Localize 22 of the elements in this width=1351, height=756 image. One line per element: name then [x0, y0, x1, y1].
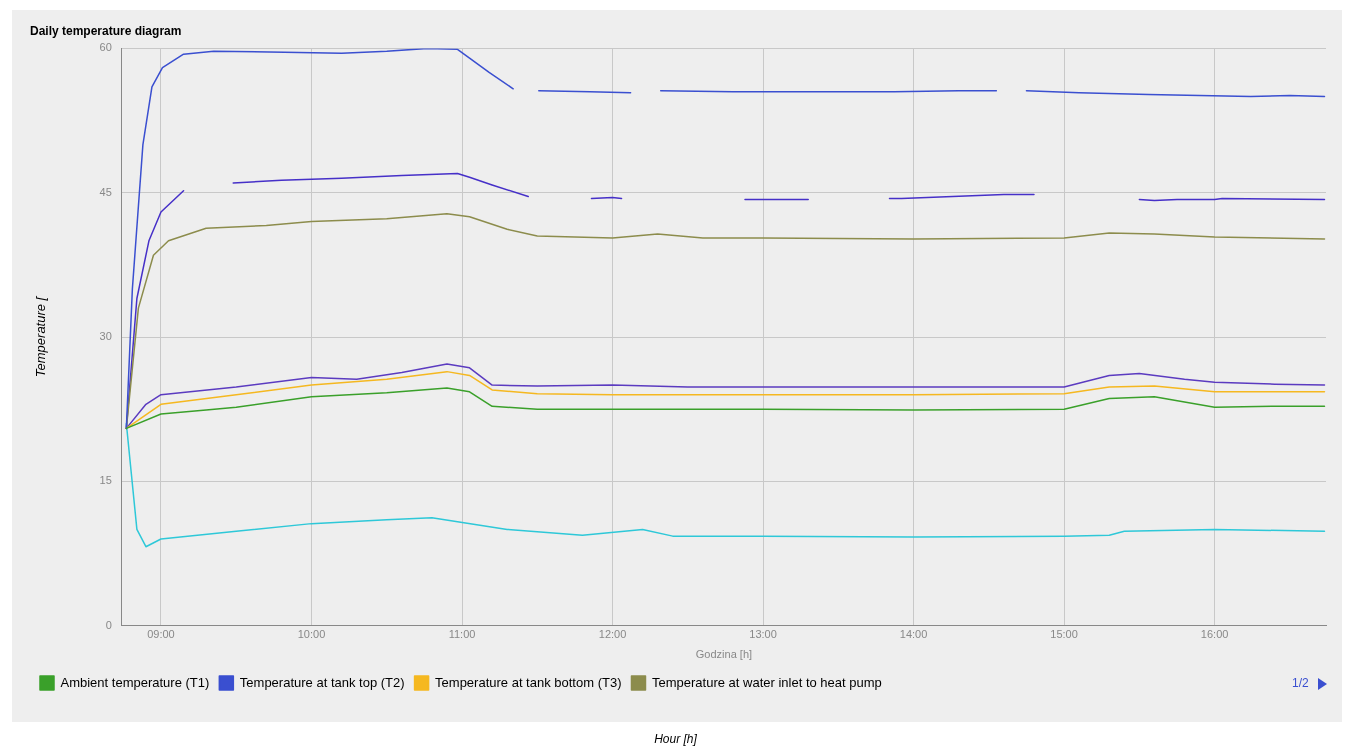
y-axis-title: Temperature [: [33, 295, 49, 378]
text: Hour [h]: [653, 732, 698, 746]
text: 1/2: [1292, 676, 1309, 690]
x-axis-title: Godzina [h]: [695, 648, 753, 661]
y-tick-label: 0: [105, 618, 112, 631]
x-tick-label: 13:00: [749, 628, 777, 641]
x-tick-label: 15:00: [1050, 628, 1078, 641]
x-tick-label: 11:00: [448, 628, 476, 641]
legend-label: Temperature at water inlet to heat pump: [651, 674, 882, 690]
y-tick-label: 45: [99, 185, 112, 198]
x-tick-label: 12:00: [598, 628, 627, 641]
x-tick-label: 16:00: [1200, 628, 1229, 641]
y-tick-label: 15: [99, 474, 112, 487]
x-tick-label: 09:00: [147, 628, 175, 641]
x-tick-label: 14:00: [899, 628, 928, 641]
y-tick-label: 60: [99, 41, 112, 54]
legend-label: Temperature at tank bottom (T3): [435, 674, 622, 690]
legend-label: Ambient temperature (T1): [60, 674, 210, 690]
legend-label: Temperature at tank top (T2): [239, 674, 405, 690]
chart-title: Daily temperature diagram: [30, 23, 182, 38]
x-tick-label: 10:00: [297, 628, 326, 641]
y-tick-label: 30: [99, 330, 112, 343]
